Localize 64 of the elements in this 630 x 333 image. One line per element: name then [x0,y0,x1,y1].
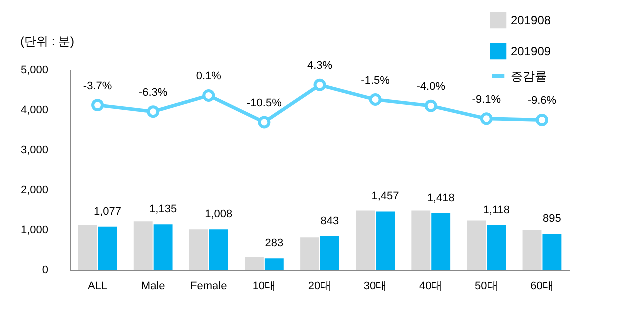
legend-label: 201909 [511,44,552,58]
data-label: 283 [265,238,284,250]
x-tick-label: Male [141,280,166,292]
bar [300,238,320,270]
data-label: 1,418 [427,192,455,204]
data-label: 1,135 [150,204,178,216]
x-tick-label: 30대 [364,280,388,292]
x-tick-label: 10대 [252,280,276,292]
data-label: -4.0% [416,81,446,94]
data-label: -9.6% [528,95,557,108]
data-label: 1,457 [372,190,400,203]
bar [209,230,228,270]
point [369,94,382,106]
bar [542,234,562,270]
x-tick-label: 40대 [419,280,443,292]
bar [467,220,486,270]
point [536,114,548,126]
bar [98,226,118,270]
data-label: -1.5% [361,74,390,87]
point [202,89,216,102]
y-tick-label: 0 [42,264,48,276]
point [314,78,326,92]
data-label: 0.1% [196,70,222,83]
bar [412,210,431,270]
data-label: 843 [320,215,340,228]
y-tick-label: 4,000 [20,104,48,116]
x-tick-label: 20대 [308,280,332,292]
data-label: -6.3% [138,86,168,99]
bar [432,213,451,270]
bar [320,236,340,270]
legend-label: 201908 [511,14,552,28]
point [424,100,438,112]
data-label: -9.1% [472,94,502,106]
bar [376,212,395,270]
point [480,112,493,126]
x-tick-label: ALL [88,280,108,292]
x-tick-label: Female [190,280,228,292]
bar [154,224,173,270]
point [92,99,104,112]
y-tick-label: 1,000 [20,224,48,236]
legend-label: 증감률 [511,70,547,84]
y-tick-label: 5,000 [20,64,48,76]
point [147,106,160,118]
data-label: 895 [543,213,562,226]
y-tick-label: 2,000 [20,184,48,196]
y-tick-label: 3,000 [20,144,48,156]
data-label: 1,077 [94,206,122,218]
bar [78,225,98,270]
bar [134,222,153,270]
y-axis-title: (단위 : 분) [20,34,74,48]
x-tick-label: 50대 [475,280,498,292]
bar [245,257,264,270]
x-tick-label: 60대 [530,280,554,292]
bar [264,258,284,270]
data-label: -3.7% [83,80,112,92]
data-label: 1,118 [483,204,510,216]
bar [487,225,506,270]
point [258,116,271,129]
data-label: 1,008 [205,208,233,221]
data-label: -10.5% [247,97,282,110]
bar [356,210,376,270]
bar [189,230,208,270]
bar [522,230,542,270]
data-label: 4.3% [307,60,333,72]
